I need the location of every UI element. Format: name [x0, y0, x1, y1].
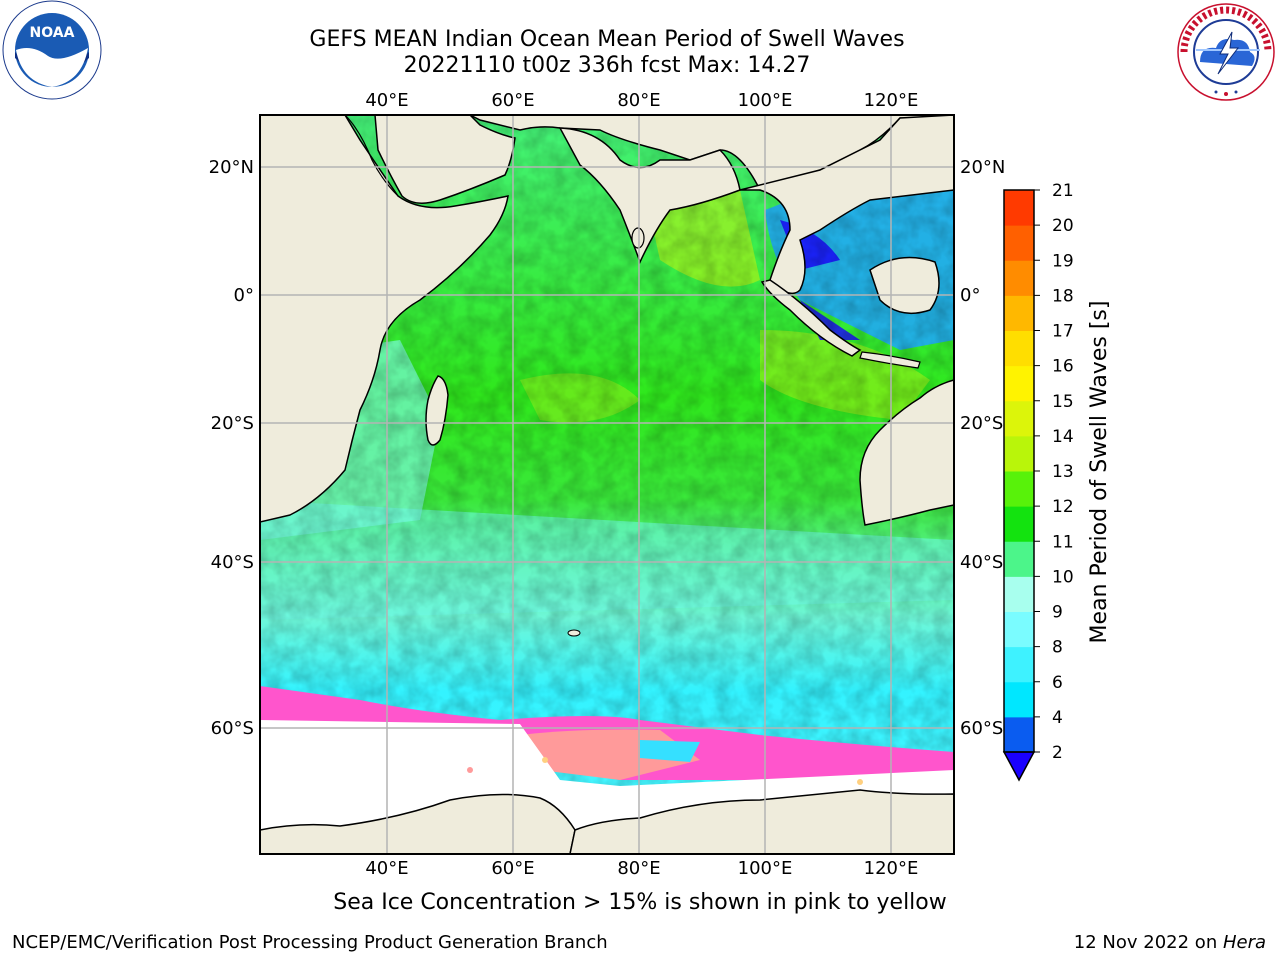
footer-date-text: 12 Nov 2022 on	[1073, 932, 1223, 953]
lon-label: 40°E	[365, 90, 408, 111]
australia-land	[859, 379, 954, 526]
india-land	[558, 127, 741, 264]
colorbar-tick-label: 2	[1052, 743, 1063, 763]
graticule	[260, 115, 954, 854]
footer-date: 12 Nov 2022 on Hera	[1074, 932, 1266, 953]
sea-ice-note: Sea Ice Concentration > 15% is shown in …	[333, 890, 947, 915]
lat-label: 0°	[234, 285, 254, 306]
colorbar-tick-label: 15	[1052, 392, 1074, 412]
colorbar-segment	[1004, 365, 1034, 402]
colorbar-segment	[1004, 541, 1034, 577]
colorbar: 2 4 6 8 9 10 11 12 13 14 15 16 17 18 19 20 21	[1002, 181, 1074, 782]
lon-label: 100°E	[738, 90, 793, 111]
lat-label: 0°	[960, 285, 980, 306]
lon-label: 80°E	[617, 858, 660, 879]
lon-label: 120°E	[864, 858, 919, 879]
ice-fleck	[542, 757, 548, 763]
colorbar-segment	[1004, 506, 1034, 542]
colorbar-extend-triangle	[1002, 751, 1036, 782]
footer-credit: NCEP/EMC/Verification Post Processing Pr…	[12, 932, 608, 953]
map-area	[260, 115, 954, 854]
lat-label: 20°N	[960, 157, 1005, 178]
antarctica-land	[260, 793, 576, 854]
colorbar-segment	[1004, 400, 1034, 437]
colorbar-tick-label: 13	[1052, 462, 1074, 482]
colorbar-segment	[1004, 295, 1034, 331]
madagascar	[425, 375, 449, 446]
colorbar-tick-label: 14	[1052, 427, 1074, 447]
colorbar-segment	[1004, 330, 1034, 367]
lat-label: 40°S	[960, 552, 1003, 573]
nws-logo	[1177, 3, 1275, 101]
colorbar-segment	[1004, 225, 1034, 261]
colorbar-tick-label: 20	[1052, 216, 1074, 236]
colorbar-segment	[1004, 716, 1034, 753]
sri-lanka	[631, 227, 645, 249]
lat-label: 60°S	[960, 718, 1003, 739]
colorbar-tick-label: 4	[1052, 708, 1063, 728]
java	[859, 351, 921, 369]
colorbar-tick-label: 18	[1052, 286, 1074, 306]
lon-labels-bottom: 40°E 60°E 80°E 100°E 120°E	[365, 858, 918, 879]
colorbar-segment	[1004, 681, 1034, 718]
map-frame	[259, 114, 955, 855]
colorbar-tick-label: 6	[1052, 673, 1063, 693]
noaa-logo: NOAA	[2, 0, 102, 100]
lat-labels-right: 20°N 0° 20°S 40°S 60°S	[960, 157, 1005, 739]
colorbar-segment	[1004, 260, 1034, 296]
colorbar-label: Mean Period of Swell Waves [s]	[1087, 301, 1112, 644]
colorbar-tick-label: 19	[1052, 251, 1074, 271]
lon-label: 80°E	[617, 90, 660, 111]
colorbar-segment	[1004, 646, 1034, 683]
red-sea-coast	[344, 115, 399, 197]
colorbar-segment	[1004, 435, 1034, 472]
colorbar-tick-label: 21	[1052, 181, 1074, 201]
colorbar-tick-label: 10	[1052, 567, 1074, 587]
colorbar-tick-label: 12	[1052, 497, 1074, 517]
ice-fleck	[857, 779, 863, 785]
footer-machine: Hera	[1222, 932, 1266, 953]
lat-label: 20°N	[209, 157, 254, 178]
colorbar-segment	[1004, 190, 1034, 226]
colorbar-tick-label: 8	[1052, 638, 1063, 658]
lon-label: 60°E	[491, 858, 534, 879]
southeast-asia-land	[739, 115, 954, 295]
colorbar-tick-label: 11	[1052, 532, 1074, 552]
colorbar-tick-label: 16	[1052, 357, 1074, 377]
colorbar-segment	[1004, 611, 1034, 648]
chart-title: GEFS MEAN Indian Ocean Mean Period of Sw…	[309, 27, 905, 52]
colorbar-tick-label: 17	[1052, 322, 1074, 342]
lat-labels-left: 20°N 0° 20°S 40°S 60°S	[209, 157, 254, 739]
colorbar-segment	[1004, 576, 1034, 612]
polynya	[640, 740, 700, 762]
lat-label: 20°S	[211, 413, 254, 434]
lon-label: 100°E	[738, 858, 793, 879]
ice-fleck	[467, 767, 473, 773]
lon-labels-top: 40°E 60°E 80°E 100°E 120°E	[365, 90, 918, 111]
lon-label: 120°E	[864, 90, 919, 111]
lon-label: 60°E	[491, 90, 534, 111]
lat-label: 40°S	[211, 552, 254, 573]
noaa-logo-text: NOAA	[30, 25, 75, 41]
kerguelen-island	[567, 629, 581, 637]
sumatra	[760, 279, 862, 357]
arabian-peninsula	[374, 115, 516, 204]
africa-land	[260, 115, 509, 523]
lat-label: 60°S	[211, 718, 254, 739]
colorbar-tick-label: 9	[1052, 603, 1063, 623]
lon-label: 40°E	[365, 858, 408, 879]
borneo	[869, 256, 940, 315]
lat-label: 20°S	[960, 413, 1003, 434]
colorbar-segment	[1004, 471, 1034, 507]
chart-subtitle: 20221110 t00z 336h fcst Max: 14.27	[403, 53, 811, 78]
